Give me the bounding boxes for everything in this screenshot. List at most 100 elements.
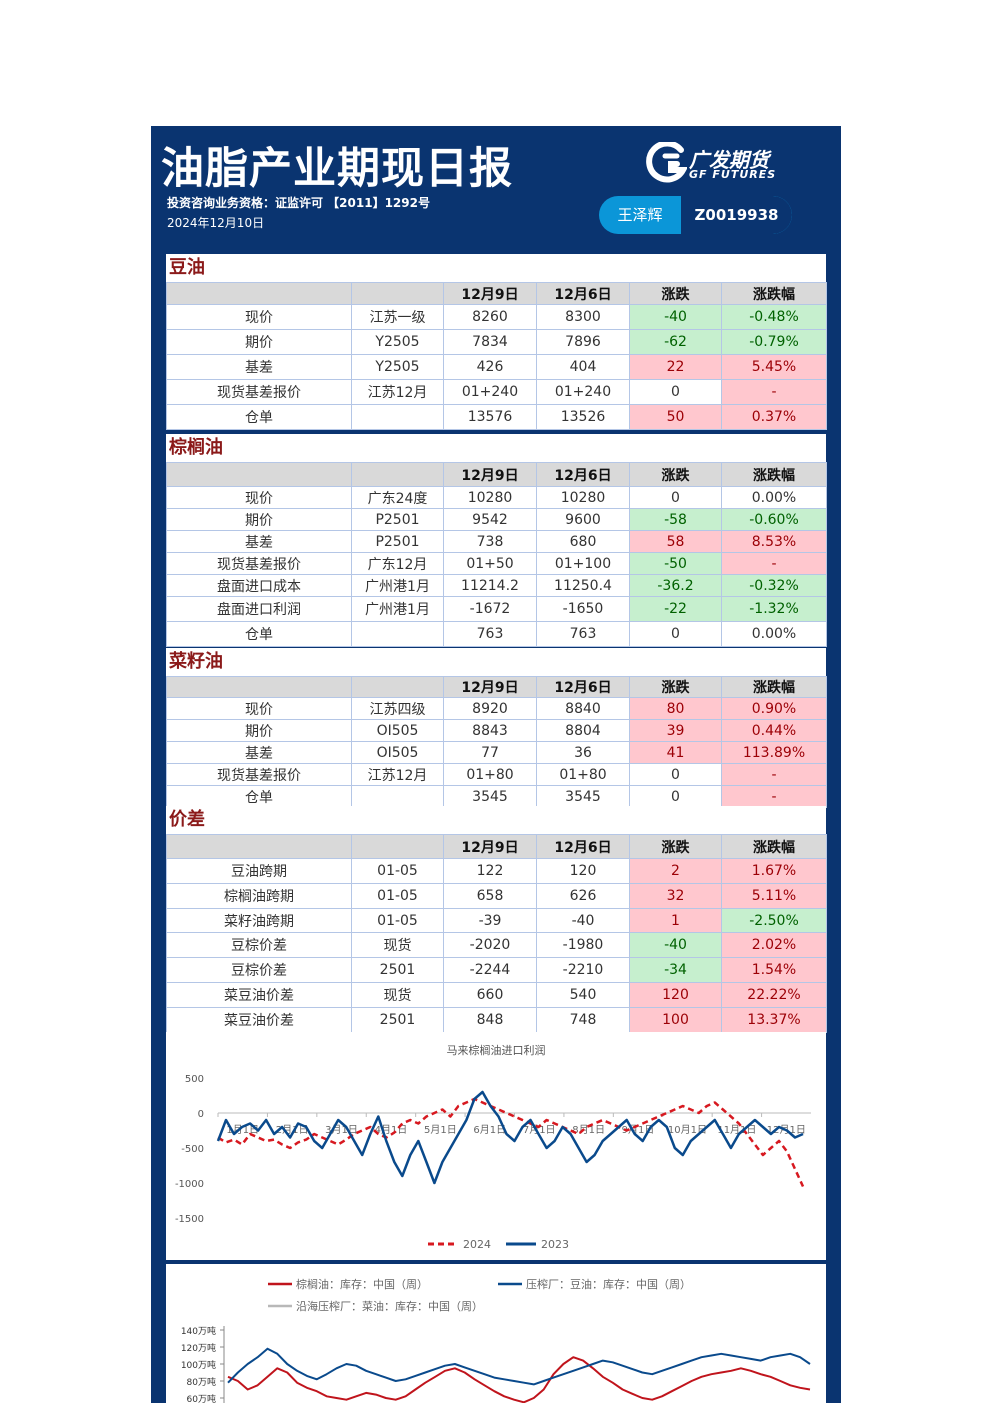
row-dec6: 01+80 [536,763,630,786]
column-header: 12月6日 [536,462,630,487]
row-change: 0 [629,621,722,647]
table-row: 仓单 763 763 0 0.00% [166,621,827,647]
row-change: -50 [629,552,722,575]
row-change-pct: - [721,763,827,786]
row-change-pct: - [721,379,827,405]
y-tick-label: 140万吨 [181,1325,216,1337]
row-spec: 01-05 [351,908,444,933]
section-spread: 价差 12月9日 12月6日 涨跌 涨跌幅 豆油跨期 01-05 122 120 2 1.67% 棕榈… [166,806,827,1033]
row-spec [351,785,444,808]
row-dec9: 122 [443,858,537,884]
row-change: 100 [629,1007,722,1033]
row-dec9: 763 [443,621,537,647]
row-dec9: 848 [443,1007,537,1033]
row-change-pct: -0.48% [721,304,827,330]
row-change: -22 [629,596,722,622]
row-change: 0 [629,379,722,405]
row-spec: 江苏四级 [351,697,444,720]
row-change-pct: - [721,785,827,808]
row-dec6: -2210 [536,957,630,983]
row-dec6: 404 [536,354,630,380]
section-title: 价差 [169,809,205,830]
row-name: 基差 [166,741,352,764]
row-change: 120 [629,982,722,1008]
column-header: 涨跌幅 [721,676,827,698]
data-table: 12月9日 12月6日 涨跌 涨跌幅 现价 广东24度 10280 10280 0 0.00% 期价… [166,462,827,647]
series-line-2023 [216,1090,804,1185]
row-name: 期价 [166,719,352,742]
table-row: 现价 江苏一级 8260 8300 -40 -0.48% [166,304,827,330]
table-row: 现价 广东24度 10280 10280 0 0.00% [166,486,827,509]
row-name: 基差 [166,530,352,553]
row-change-pct: -0.79% [721,329,827,355]
table-row: 盘面进口成本 广州港1月 11214.2 11250.4 -36.2 -0.32% [166,574,827,597]
analyst-badge: 王泽辉 Z0019938 [599,196,792,234]
row-spec: 江苏12月 [351,763,444,786]
row-dec9: 426 [443,354,537,380]
row-dec9: 8920 [443,697,537,720]
row-dec6: 01+240 [536,379,630,405]
row-dec9: 658 [443,883,537,909]
row-spec: 广东24度 [351,486,444,509]
y-tick-label: 80万吨 [187,1376,216,1388]
y-tick-label: -500 [181,1144,204,1155]
y-tick-label: -1500 [175,1214,204,1225]
section-title: 菜籽油 [169,651,223,672]
row-name: 菜籽油跨期 [166,908,352,933]
row-change-pct: 1.67% [721,858,827,884]
row-change-pct: 0.00% [721,486,827,509]
y-tick-label: 60万吨 [187,1393,216,1403]
section-title: 棕榈油 [169,437,223,458]
row-change-pct: 1.54% [721,957,827,983]
analyst-name: 王泽辉 [617,206,663,224]
series-line [227,1347,811,1386]
chart-import-profit: 马来棕榈油进口利润 500 0 -500 -1000 -1500 1月1日 2月1日 3月1日 4… [166,1032,826,1260]
section-soybean-oil: 豆油 12月9日 12月6日 涨跌 涨跌幅 现价 江苏一级 8260 8300 -40 -0.48%… [166,254,827,430]
row-change: -62 [629,329,722,355]
table-row: 基差 Y2505 426 404 22 5.45% [166,354,827,380]
row-change: 32 [629,883,722,909]
chart-inventory: 棕榈油：库存：中国（周） 压榨厂：豆油：库存：中国（周） 沿海压榨厂：菜油：库存：中… [166,1264,826,1403]
row-name: 期价 [166,329,352,355]
row-dec6: 8840 [536,697,630,720]
row-dec6: 120 [536,858,630,884]
row-dec6: 11250.4 [536,574,630,597]
analyst-id: Z0019938 [681,196,792,234]
row-dec9: 660 [443,982,537,1008]
legend-label: 沿海压榨厂：菜油：库存：中国（周） [296,1299,483,1313]
column-header: 12月6日 [536,282,630,305]
row-name: 现货基差报价 [166,552,352,575]
column-header: 12月9日 [443,282,537,305]
row-dec9: 9542 [443,508,537,531]
row-change-pct: 113.89% [721,741,827,764]
row-change-pct: 8.53% [721,530,827,553]
row-dec6: 626 [536,883,630,909]
row-change-pct: 13.37% [721,1007,827,1033]
data-table: 12月9日 12月6日 涨跌 涨跌幅 现价 江苏四级 8920 8840 80 0.90% 期价 OI… [166,676,827,808]
row-change: 1 [629,908,722,933]
section-title: 豆油 [169,257,205,278]
row-dec6: 7896 [536,329,630,355]
row-name: 现价 [166,697,352,720]
row-change: 41 [629,741,722,764]
x-tick-label: 6月1日 [473,1124,506,1136]
row-name: 仓单 [166,404,352,430]
column-header [351,282,444,305]
table-row: 菜豆油价差 2501 848 748 100 13.37% [166,1007,827,1033]
row-spec: 2501 [351,957,444,983]
report-panel: 油脂产业期现日报 投资咨询业务资格：证监许可 【2011】1292号 2024年… [151,126,841,1403]
row-dec6: 01+100 [536,552,630,575]
column-header: 12月6日 [536,676,630,698]
x-tick-label: 10月1日 [668,1124,707,1136]
report-date: 2024年12月10日 [167,216,265,230]
row-dec6: 540 [536,982,630,1008]
row-name: 现价 [166,486,352,509]
row-spec: 江苏12月 [351,379,444,405]
row-change: 50 [629,404,722,430]
x-tick-label: 7月1日 [523,1124,556,1136]
row-spec: 现货 [351,932,444,958]
row-dec6: 36 [536,741,630,764]
row-dec9: 3545 [443,785,537,808]
row-dec9: 13576 [443,404,537,430]
column-header: 涨跌 [629,834,722,859]
